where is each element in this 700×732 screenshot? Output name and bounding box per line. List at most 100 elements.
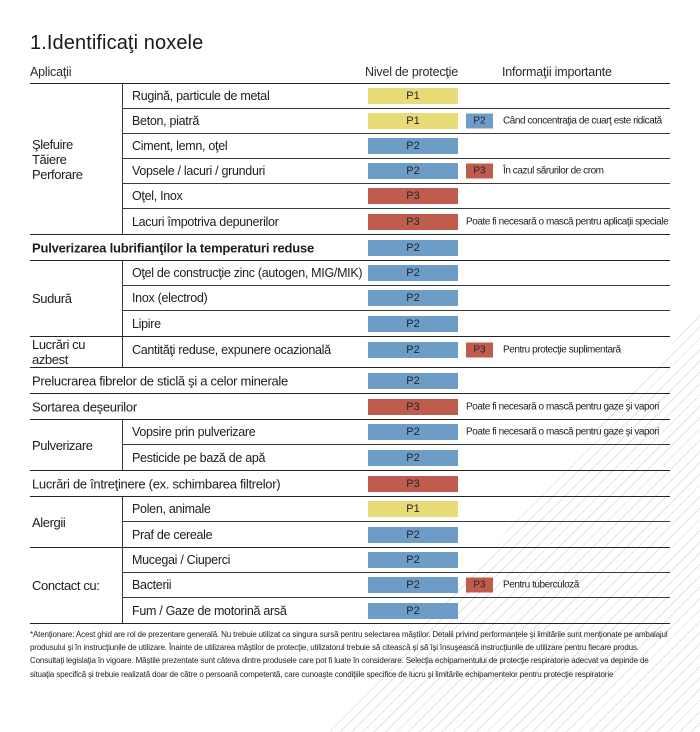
table-row: Vopsele / lacuri / grunduri P2 P3 În caz…: [123, 159, 670, 184]
protection-badge: P2: [368, 163, 458, 179]
protection-badge: P3: [368, 398, 458, 415]
note-text: Pentru tuberculoză: [503, 579, 579, 591]
application-label: Praf de cereale: [132, 527, 213, 542]
table-row: Ciment, lemn, oţel P2: [123, 134, 670, 159]
table-row: Rugină, particule de metal P1: [123, 84, 670, 109]
secondary-protection-badge: P2: [466, 113, 493, 129]
application-group-pulverizare: Pulverizare Vopsire prin pulverizare P2 …: [30, 420, 670, 471]
application-label: Fum / Gaze de motorină arsă: [132, 603, 287, 618]
application-label: Oţel de construcţie zinc (autogen, MIG/M…: [132, 266, 363, 280]
category-label: Sudură: [32, 291, 72, 306]
application-group-pulverizarea-lubrifiantilor: Pulverizarea lubrifianţilor la temperatu…: [30, 235, 670, 261]
application-label: Prelucrarea fibrelor de sticlă şi a celo…: [32, 373, 288, 388]
note-text: Poate fi necesară o mască pentru gaze şi…: [466, 401, 659, 412]
application-label: Ciment, lemn, oţel: [132, 139, 228, 153]
note-text: Poate fi necesară o mască pentru gaze şi…: [466, 426, 659, 438]
application-label: Vopsire prin pulverizare: [132, 425, 256, 439]
group-rows: Oţel de construcţie zinc (autogen, MIG/M…: [122, 261, 670, 336]
note-text: În cazul sărurilor de crom: [503, 165, 604, 177]
protection-badge: P3: [368, 213, 458, 230]
column-header-protection-level: Nivel de protecţie: [365, 65, 458, 79]
application-group-slefuire: Şlefuire Tăiere Perforare Rugină, partic…: [30, 84, 670, 235]
application-label: Lucrări de întreţinere (ex. schimbarea f…: [32, 476, 281, 491]
group-rows: Rugină, particule de metal P1 Beton, pia…: [122, 84, 670, 234]
application-group-azbest: Lucrări cu azbest Cantităţi reduse, expu…: [30, 337, 670, 368]
table-column-header: Aplicaţii Nivel de protecţie Informaţii …: [30, 62, 670, 84]
protection-badge: P3: [368, 188, 458, 204]
application-label: Vopsele / lacuri / grunduri: [132, 164, 265, 178]
protection-badge: P2: [368, 341, 458, 358]
group-rows: Cantităţi reduse, expunere ocazională P2…: [122, 337, 670, 367]
protection-badge: P2: [368, 372, 458, 389]
application-label: Bacterii: [132, 578, 172, 592]
secondary-protection-badge: P3: [466, 577, 493, 593]
table-row: Pesticide pe bază de apă P2: [123, 445, 670, 470]
table-row: Pulverizarea lubrifianţilor la temperatu…: [30, 235, 670, 260]
category-label: Alergii: [32, 514, 66, 530]
group-rows: Polen, animale P1 Praf de cereale P2: [122, 497, 670, 547]
protection-table: Şlefuire Tăiere Perforare Rugină, partic…: [30, 84, 670, 624]
application-group-fibre-sticla: Prelucrarea fibrelor de sticlă şi a celo…: [30, 368, 670, 394]
note-text: Când concentraţia de cuarţ este ridicată: [503, 115, 662, 127]
protection-badge: P2: [368, 449, 458, 466]
protection-badge: P1: [368, 88, 458, 104]
secondary-protection-badge: P3: [466, 342, 493, 357]
protection-badge: P3: [368, 475, 458, 492]
application-label: Pesticide pe bază de apă: [132, 450, 266, 465]
application-label: Sortarea deşeurilor: [32, 399, 137, 414]
application-label: Cantităţi reduse, expunere ocazională: [132, 342, 331, 357]
table-row: Lacuri împotriva depunerilor P3 Poate fi…: [123, 209, 670, 234]
table-row: Oţel, Inox P3: [123, 184, 670, 209]
application-group-intretinere: Lucrări de întreţinere (ex. schimbarea f…: [30, 471, 670, 497]
table-row: Beton, piatră P1 P2 Când concentraţia de…: [123, 109, 670, 134]
table-row: Bacterii P2 P3 Pentru tuberculoză: [123, 573, 670, 598]
note-text: Poate fi necesară o mască pentru aplicaţ…: [466, 216, 669, 227]
page: 1.Identificaţi noxele Aplicaţii Nivel de…: [0, 32, 700, 681]
application-group-sudura: Sudură Oţel de construcţie zinc (autogen…: [30, 261, 670, 337]
application-label: Oţel, Inox: [132, 189, 183, 203]
application-label: Beton, piatră: [132, 114, 199, 128]
note-text: Pentru protecţie suplimentară: [503, 344, 621, 355]
application-label: Polen, animale: [132, 502, 211, 516]
application-group-sortarea-deseurilor: Sortarea deşeurilor P3 Poate fi necesară…: [30, 394, 670, 420]
page-title: 1.Identificaţi noxele: [30, 32, 204, 54]
protection-badge: P2: [368, 239, 458, 256]
application-label: Inox (electrod): [132, 291, 208, 305]
table-row: Lipire P2: [123, 311, 670, 336]
protection-badge: P2: [368, 602, 458, 619]
table-row: Inox (electrod) P2: [123, 286, 670, 311]
application-label: Pulverizarea lubrifianţilor la temperatu…: [32, 240, 315, 255]
category-label: Şlefuire Tăiere Perforare: [32, 136, 83, 182]
column-header-important-info: Informaţii importante: [502, 65, 612, 79]
application-group-alergii: Alergii Polen, animale P1 Praf de cereal…: [30, 497, 670, 548]
protection-badge: P2: [368, 526, 458, 543]
table-row: Prelucrarea fibrelor de sticlă şi a celo…: [30, 368, 670, 393]
table-row: Cantităţi reduse, expunere ocazională P2…: [123, 337, 670, 362]
protection-badge: P1: [368, 113, 458, 129]
application-label: Lacuri împotriva depunerilor: [132, 214, 279, 229]
protection-badge: P2: [368, 315, 458, 332]
protection-badge: P2: [368, 265, 458, 281]
table-row: Mucegai / Ciuperci P2: [123, 548, 670, 573]
group-rows: Vopsire prin pulverizare P2 Poate fi nec…: [122, 420, 670, 470]
protection-badge: P1: [368, 501, 458, 517]
protection-badge: P2: [368, 138, 458, 154]
protection-badge: P2: [368, 552, 458, 568]
table-row: Sortarea deşeurilor P3 Poate fi necesară…: [30, 394, 670, 419]
category-label: Conctact cu:: [32, 578, 100, 593]
protection-badge: P2: [368, 290, 458, 306]
application-group-contact-cu: Conctact cu: Mucegai / Ciuperci P2 Bacte…: [30, 548, 670, 624]
application-label: Lipire: [132, 316, 161, 331]
table-row: Polen, animale P1: [123, 497, 670, 522]
column-header-applications: Aplicaţii: [30, 65, 72, 79]
table-row: Praf de cereale P2: [123, 522, 670, 547]
table-row: Oţel de construcţie zinc (autogen, MIG/M…: [123, 261, 670, 286]
application-label: Rugină, particule de metal: [132, 89, 270, 103]
table-row: Vopsire prin pulverizare P2 Poate fi nec…: [123, 420, 670, 445]
footnote: *Atenţionare: Acest ghid are rol de prez…: [30, 630, 668, 679]
table-row: Lucrări de întreţinere (ex. schimbarea f…: [30, 471, 670, 496]
category-label: Pulverizare: [32, 437, 93, 453]
group-rows: Mucegai / Ciuperci P2 Bacterii P2 P3 Pen…: [122, 548, 670, 623]
application-label: Mucegai / Ciuperci: [132, 553, 231, 567]
protection-badge: P2: [368, 424, 458, 440]
